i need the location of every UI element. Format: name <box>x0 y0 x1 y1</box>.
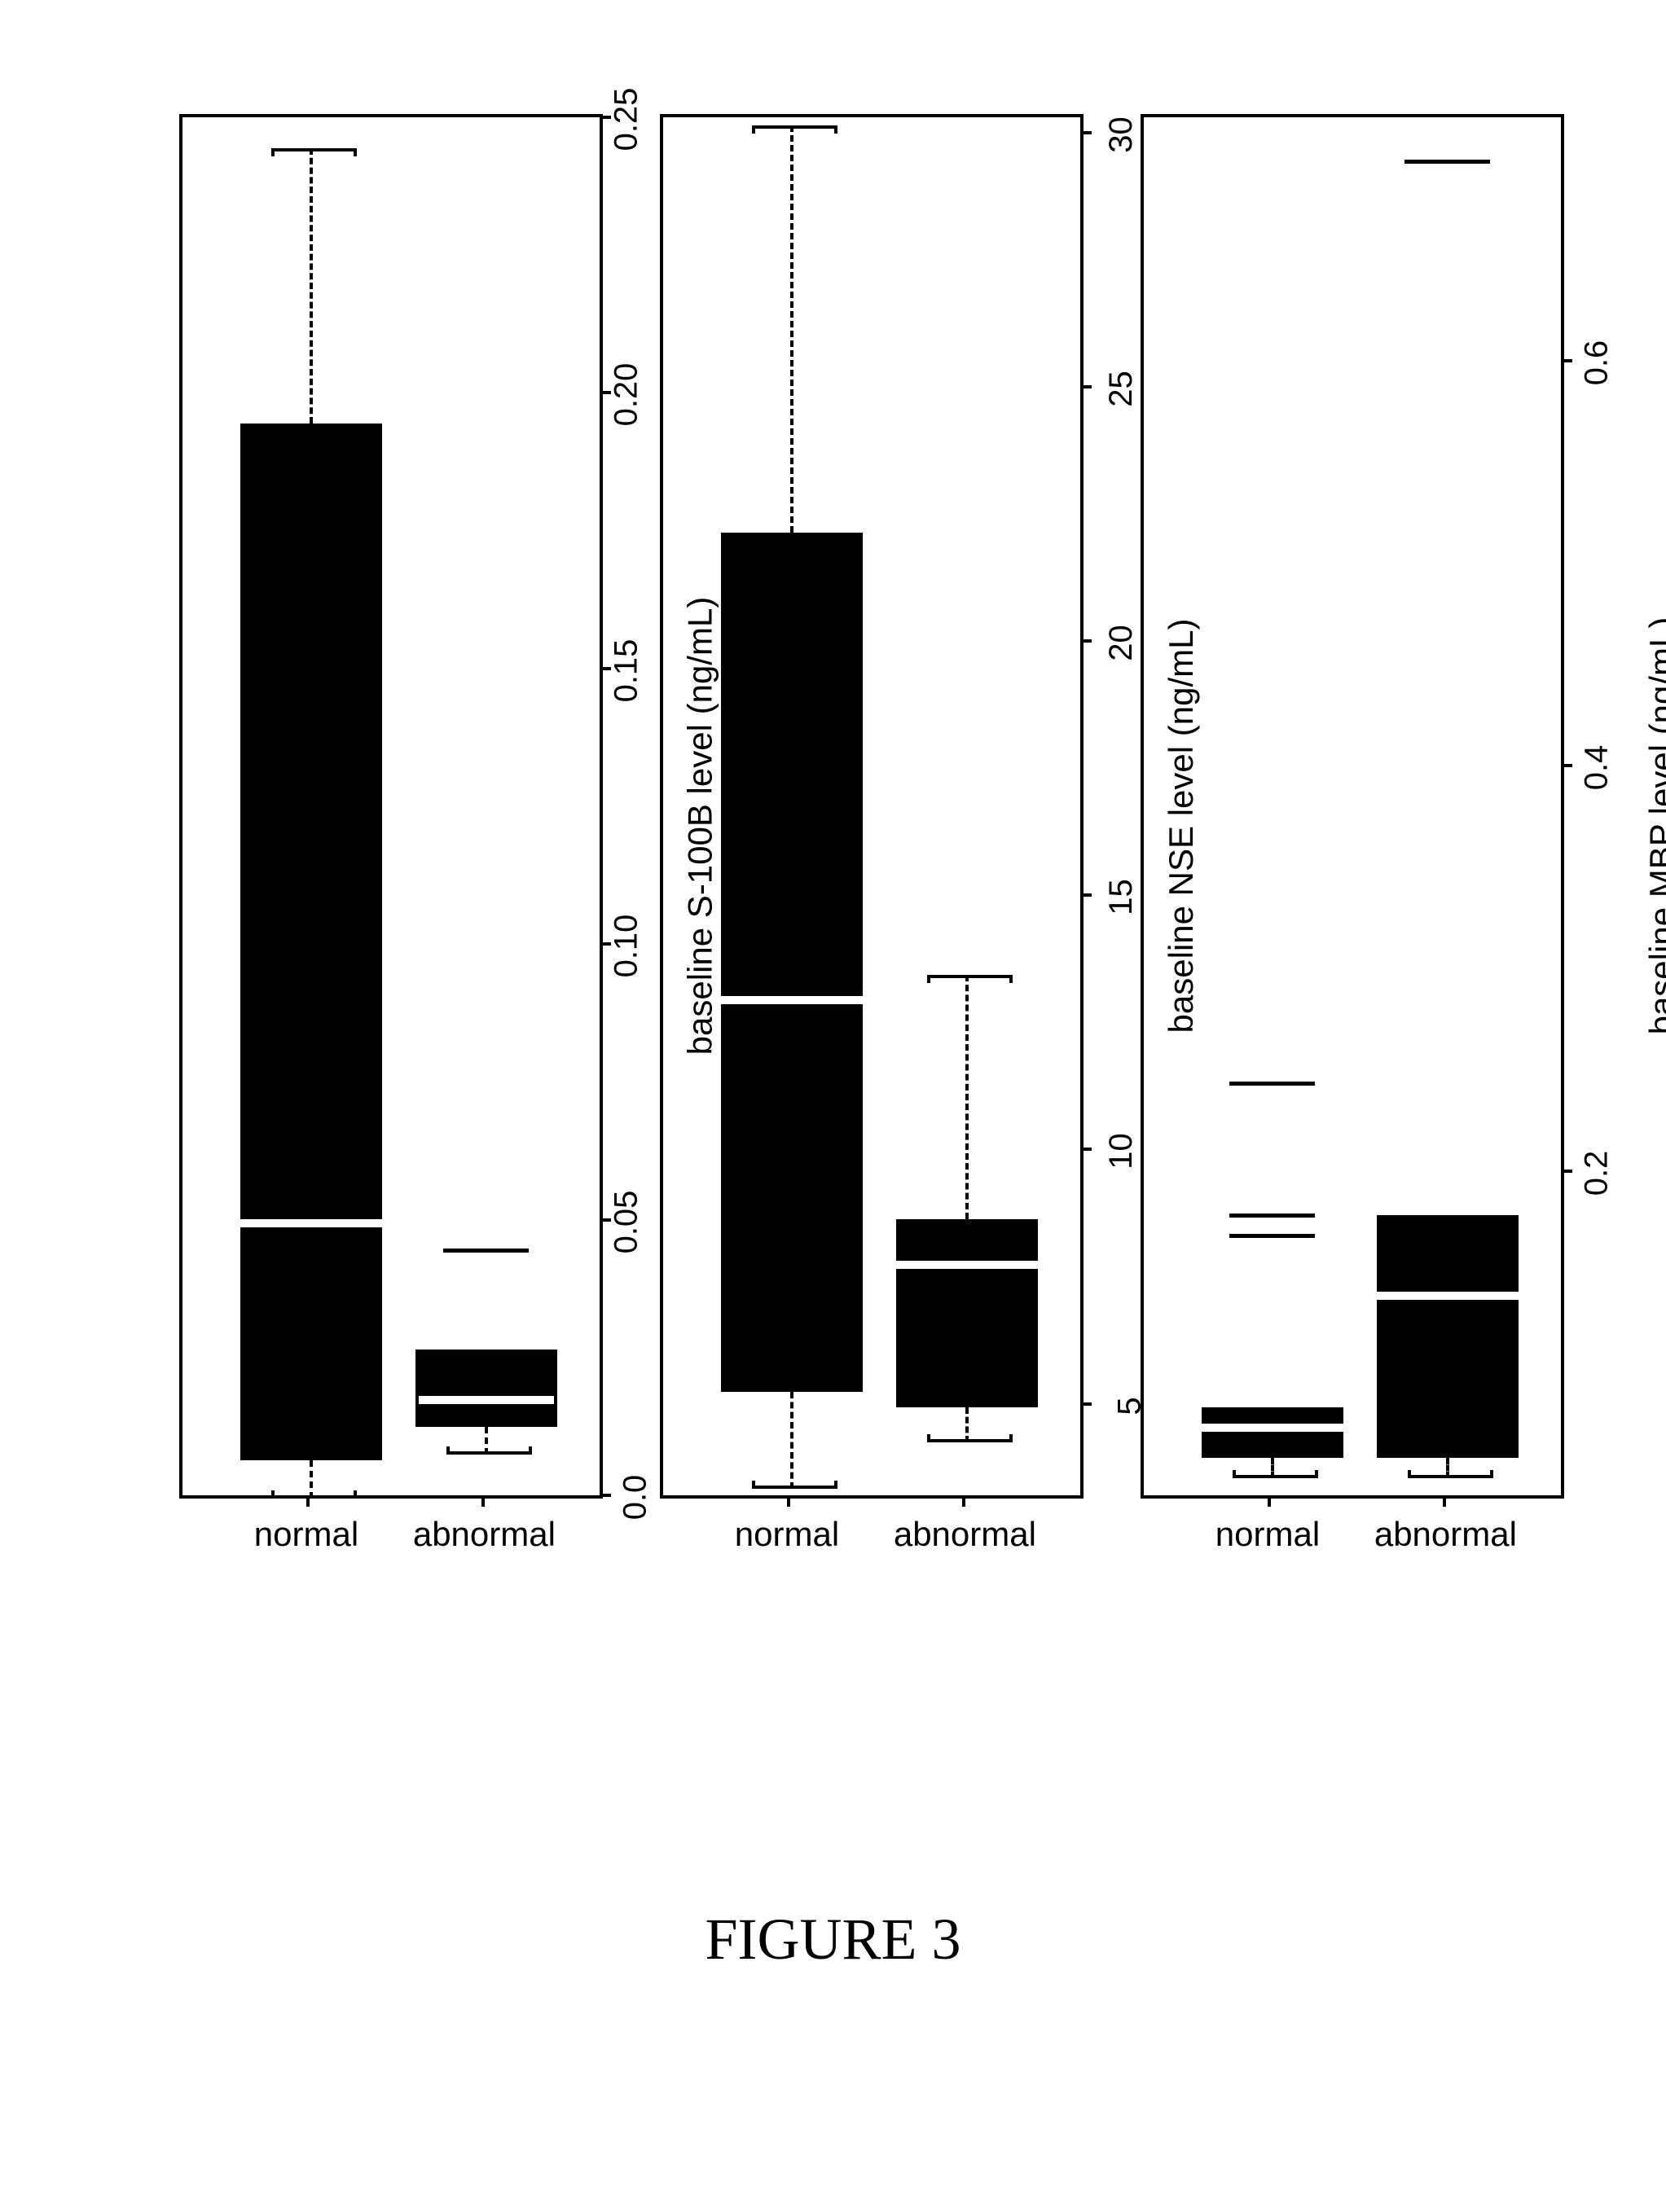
y-axis-label: baseline MBP level (ng/mL) <box>1642 617 1666 1035</box>
y-tick-label: 0.05 <box>609 1190 645 1253</box>
y-tick-label: 0.10 <box>609 915 645 978</box>
x-axis-labels: normal abnormal <box>1141 1515 1564 1564</box>
x-axis-labels: normal abnormal <box>179 1515 603 1564</box>
outlier-point <box>443 1249 528 1253</box>
y-tick-label: 0.15 <box>609 639 645 702</box>
y-tick-mark <box>1080 1402 1092 1406</box>
median-line <box>721 996 863 1004</box>
box <box>721 533 863 1392</box>
plot-area-nse <box>666 121 1077 1492</box>
y-tick-mark <box>1080 385 1092 388</box>
plot-frame: 51015202530 <box>660 114 1084 1499</box>
panels-row: 0.00.050.100.150.200.25 baseline S-100B … <box>179 114 1564 1710</box>
figure-caption: FIGURE 3 <box>0 1906 1666 1973</box>
y-tick-label: 0.6 <box>1579 340 1615 385</box>
x-axis-labels: normal abnormal <box>660 1515 1084 1564</box>
whisker-cap-upper <box>927 975 1013 983</box>
x-category-normal: normal <box>735 1515 839 1554</box>
x-tick-mark <box>306 1495 310 1507</box>
panel-nse: 51015202530 baseline NSE level (ng/mL) n… <box>660 114 1084 1710</box>
y-tick-mark <box>1561 359 1572 362</box>
x-tick-mark <box>962 1495 965 1507</box>
median-line <box>896 1261 1038 1269</box>
plot-area-s100b <box>186 121 596 1492</box>
outlier-point <box>1404 160 1489 164</box>
x-tick-mark <box>1268 1495 1271 1507</box>
median-line <box>1202 1424 1343 1432</box>
y-tick-label: 0.0 <box>618 1475 654 1521</box>
x-category-normal: normal <box>254 1515 358 1554</box>
y-tick-label: 0.2 <box>1579 1151 1615 1196</box>
whisker-cap-lower <box>752 1481 837 1489</box>
y-tick-label: 20 <box>1102 625 1139 661</box>
whisker-upper <box>310 148 313 424</box>
y-tick-label: 25 <box>1102 371 1139 407</box>
whisker-cap-lower <box>927 1434 1013 1442</box>
plot-area-mbp <box>1147 121 1558 1492</box>
whisker-cap-lower <box>1408 1470 1493 1478</box>
box <box>240 424 382 1459</box>
box <box>896 1219 1038 1407</box>
outlier-point <box>1229 1082 1314 1086</box>
outlier-point <box>1229 1234 1314 1238</box>
whisker-upper <box>965 975 969 1219</box>
whisker-upper <box>790 125 793 532</box>
panel-s100b: 0.00.050.100.150.200.25 baseline S-100B … <box>179 114 603 1710</box>
whisker-cap-upper <box>271 148 357 156</box>
x-category-normal: normal <box>1215 1515 1320 1554</box>
whisker-cap-lower <box>271 1490 357 1499</box>
whisker-cap-lower <box>1233 1470 1318 1478</box>
plot-frame: 0.00.050.100.150.200.25 <box>179 114 603 1499</box>
y-tick-label: 0.20 <box>609 363 645 427</box>
x-category-abnormal: abnormal <box>1374 1515 1517 1554</box>
box <box>1377 1215 1519 1459</box>
box-lower <box>419 1404 554 1424</box>
x-tick-mark <box>787 1495 790 1507</box>
median-line <box>240 1219 382 1227</box>
box <box>1202 1407 1343 1458</box>
box-upper <box>419 1353 554 1396</box>
y-tick-mark <box>1561 764 1572 767</box>
x-category-abnormal: abnormal <box>413 1515 556 1554</box>
plot-frame: 0.20.40.6 <box>1141 114 1564 1499</box>
y-tick-label: 0.25 <box>609 88 645 151</box>
median-line <box>1377 1292 1519 1300</box>
whisker-lower <box>790 1392 793 1489</box>
x-category-abnormal: abnormal <box>894 1515 1036 1554</box>
y-tick-mark <box>1080 1148 1092 1151</box>
y-tick-mark <box>1080 639 1092 643</box>
x-tick-mark <box>1443 1495 1446 1507</box>
y-tick-mark <box>1080 131 1092 134</box>
y-tick-mark <box>600 1494 611 1497</box>
y-tick-label: 15 <box>1102 880 1139 916</box>
y-tick-label: 10 <box>1102 1134 1139 1170</box>
y-tick-label: 30 <box>1102 116 1139 153</box>
panel-mbp: 0.20.40.6 baseline MBP level (ng/mL) nor… <box>1141 114 1564 1710</box>
y-tick-label: 0.4 <box>1579 745 1615 791</box>
y-tick-mark <box>1561 1170 1572 1173</box>
y-tick-mark <box>1080 893 1092 897</box>
outlier-point <box>1229 1214 1314 1218</box>
whisker-cap-lower <box>446 1446 532 1455</box>
page-root: 0.00.050.100.150.200.25 baseline S-100B … <box>0 0 1666 2212</box>
x-tick-mark <box>481 1495 485 1507</box>
whisker-cap-upper <box>752 125 837 134</box>
